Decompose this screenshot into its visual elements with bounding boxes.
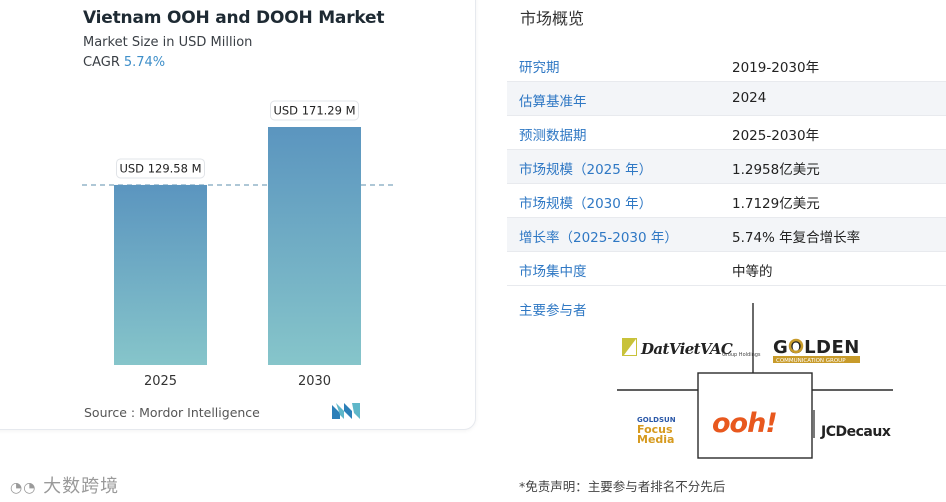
info-value: 1.2958亿美元: [732, 162, 820, 178]
x-tick-2030: 2030: [298, 374, 331, 389]
jcdecaux-logo: JCDecaux: [813, 410, 891, 440]
goldsun-focus-media-logo: GOLDSUN Focus Media: [637, 416, 676, 446]
info-row-concentration: 市场集中度 中等的: [507, 252, 946, 286]
svg-text:Media: Media: [637, 433, 674, 446]
bar-2025: [114, 184, 207, 365]
svg-text:DatVietVAC: DatVietVAC: [640, 340, 733, 358]
chart-subtitle: Market Size in USD Million: [83, 35, 253, 50]
svg-text:COMMUNICATION GROUP: COMMUNICATION GROUP: [776, 358, 846, 364]
svg-text:ooh!: ooh!: [712, 408, 777, 439]
watermark-text: 大数跨境: [43, 476, 120, 497]
disclaimer: *免责声明：主要参与者排名不分先后: [519, 479, 726, 494]
bar-chart: USD 129.58 M 2025 USD 171.29 M 2030: [82, 100, 396, 389]
watermark-logo-icon: ◔◔: [10, 480, 37, 496]
info-value: 2025-2030年: [732, 128, 820, 144]
svg-text:JCDecaux: JCDecaux: [820, 424, 891, 440]
info-value: 5.74% 年复合增长率: [732, 230, 861, 246]
info-value: 2024: [732, 90, 767, 106]
key-players-title: 主要参与者: [519, 303, 587, 319]
info-label: 市场规模（2025 年）: [519, 162, 653, 178]
svg-text:Focus: Focus: [637, 423, 673, 436]
watermark: ◔◔ 大数跨境: [10, 472, 119, 498]
info-value: 2019-2030年: [732, 60, 820, 76]
info-label: 预测数据期: [519, 128, 587, 144]
info-label: 增长率（2025-2030 年）: [519, 230, 678, 246]
info-label: 估算基准年: [519, 94, 587, 110]
svg-text:Group Holdings: Group Holdings: [722, 352, 761, 358]
info-row-study-period: 研究期 2019-2030年: [507, 48, 946, 82]
center-frame: [697, 372, 813, 459]
info-label: 研究期: [519, 60, 560, 76]
chart-card: [0, 0, 476, 430]
info-label: 市场规模（2030 年）: [519, 196, 653, 212]
key-players-logos: DatVietVAC Group Holdings GOLDEN COMMUNI…: [617, 303, 893, 459]
data-label-2030: USD 171.29 M: [273, 104, 355, 118]
data-label-2025: USD 129.58 M: [119, 161, 201, 175]
info-row-market-size-2030: 市场规模（2030 年） 1.7129亿美元: [507, 184, 946, 218]
info-row-growth-rate: 增长率（2025-2030 年） 5.74% 年复合增长率: [507, 218, 946, 252]
cagr-value: 5.74%: [123, 55, 166, 70]
bar-2030: [268, 127, 361, 365]
datvietvac-logo: DatVietVAC Group Holdings: [622, 338, 761, 358]
info-label: 市场集中度: [519, 264, 587, 280]
ooh-logo: ooh!: [712, 408, 778, 439]
info-value: 1.7129亿美元: [732, 196, 820, 212]
chart-title: Vietnam OOH and DOOH Market: [83, 8, 385, 28]
info-value: 中等的: [732, 264, 773, 280]
cagr-label: CAGR: [83, 55, 120, 70]
data-label-box: [116, 158, 205, 179]
market-overview-title: 市场概览: [520, 9, 585, 28]
cagr-line: CAGR 5.74%: [83, 55, 165, 70]
x-tick-2025: 2025: [144, 374, 177, 389]
data-label-box: [270, 100, 359, 121]
mordor-logo-icon: [332, 403, 360, 419]
svg-text:GOLDSUN: GOLDSUN: [637, 416, 676, 424]
svg-text:GOLDEN: GOLDEN: [773, 337, 860, 358]
info-row-forecast-period: 预测数据期 2025-2030年: [507, 116, 946, 150]
golden-logo: GOLDEN COMMUNICATION GROUP: [773, 337, 860, 364]
info-row-market-size-2025: 市场规模（2025 年） 1.2958亿美元: [507, 150, 946, 184]
info-row-base-year: 估算基准年 2024: [507, 82, 946, 116]
chart-source: Source : Mordor Intelligence: [84, 405, 260, 420]
